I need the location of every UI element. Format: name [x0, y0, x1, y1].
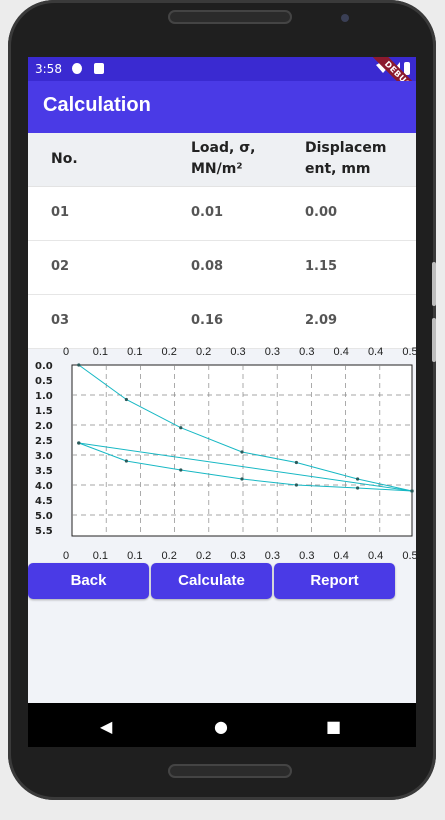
y-tick-label: 3.5: [35, 466, 53, 477]
cell-load: 0.08: [191, 259, 224, 274]
header-load: Load, σ, MN/m²: [191, 140, 256, 177]
y-tick-label: 4.5: [35, 496, 53, 507]
y-tick-label: 2.5: [35, 436, 53, 447]
cell-no: 01: [51, 205, 70, 220]
x-tick-label-top: 0: [63, 346, 69, 358]
data-point: [240, 477, 244, 481]
report-button[interactable]: Report: [274, 563, 395, 599]
system-nav-bar: ◀ ● ■: [28, 703, 416, 747]
status-bar: 3:58 DEBUG: [28, 57, 416, 107]
data-point: [124, 459, 128, 463]
top-speaker: [168, 10, 292, 24]
x-tick-label-bottom: 0.3: [230, 550, 245, 562]
x-tick-label-top: 0.3: [299, 346, 314, 358]
table-header: No. Load, σ, MN/m² Displacem ent, mm: [28, 133, 416, 187]
x-tick-label-bottom: 0.2: [196, 550, 211, 562]
header-displacement: Displacem ent, mm: [305, 140, 387, 177]
battery-icon: [404, 62, 410, 75]
chart-svg: 0 0 0.1 0.1 0.1 0.1 0.2 0.2 0.2 0.2 0.3 0.3 0.3 0.3 0.…: [35, 346, 416, 562]
nav-back-icon[interactable]: ◀: [100, 717, 113, 736]
page-title: Calculation: [43, 94, 151, 116]
cell-no: 03: [51, 313, 70, 328]
app-notification-icon: [72, 63, 82, 74]
app-screen: 3:58 DEBUG Calculation No. Load, σ, MN/m…: [28, 57, 416, 747]
x-tick-label-bottom: 0.4: [368, 550, 383, 562]
x-tick-label-bottom: 0.1: [93, 550, 108, 562]
x-tick-label-top: 0.5: [402, 346, 416, 358]
action-buttons: Back Calculate Report: [28, 563, 416, 601]
cell-displacement: 0.00: [305, 205, 338, 220]
y-tick-label: 0.5: [35, 376, 53, 387]
x-tick-label-bottom: 0.5: [402, 550, 416, 562]
cell-load: 0.01: [191, 205, 224, 220]
table-row: 01 0.01 0.00: [28, 187, 416, 241]
status-time: 3:58: [35, 62, 62, 76]
nav-home-icon[interactable]: ●: [214, 717, 228, 736]
power-button: [432, 318, 436, 362]
cell-displacement: 1.15: [305, 259, 338, 274]
x-tick-label-top: 0.2: [162, 346, 177, 358]
sd-card-icon: [94, 63, 104, 74]
cell-displacement: 2.09: [305, 313, 338, 328]
nav-recents-icon[interactable]: ■: [326, 717, 342, 736]
table-row: 02 0.08 1.15: [28, 241, 416, 295]
y-tick-label: 5.0: [35, 511, 53, 522]
y-tick-label: 0.0: [35, 361, 53, 372]
data-point: [77, 363, 81, 367]
data-table: No. Load, σ, MN/m² Displacem ent, mm 01 …: [28, 133, 416, 349]
x-tick-label-bottom: 0.4: [334, 550, 349, 562]
data-point: [294, 460, 298, 465]
cell-no: 02: [51, 259, 70, 274]
data-point: [294, 483, 298, 487]
load-displacement-chart: 0 0 0.1 0.1 0.1 0.1 0.2 0.2 0.2 0.2 0.3 0.3 0.3 0.3 0.…: [28, 339, 416, 565]
x-tick-label-top: 0.1: [93, 346, 108, 358]
x-tick-label-top: 0.4: [368, 346, 383, 358]
x-tick-label-top: 0.4: [334, 346, 349, 358]
data-point: [179, 426, 183, 430]
data-point: [77, 441, 81, 445]
x-tick-label-bottom: 0.2: [162, 550, 177, 562]
y-tick-label: 2.0: [35, 421, 53, 432]
x-tick-label-bottom: 0.1: [127, 550, 142, 562]
data-point: [356, 486, 360, 490]
cell-load: 0.16: [191, 313, 224, 328]
front-camera: [341, 14, 349, 22]
x-tick-label-bottom: 0.3: [265, 550, 280, 562]
series-line: [78, 442, 413, 492]
x-tick-label-bottom: 0: [63, 550, 69, 562]
y-tick-label: 3.0: [35, 451, 53, 462]
header-no: No.: [51, 151, 78, 167]
volume-button: [432, 262, 436, 306]
app-bar: Calculation: [28, 81, 416, 133]
y-tick-label: 1.5: [35, 406, 53, 417]
x-tick-label-bottom: 0.3: [299, 550, 314, 562]
data-point: [124, 397, 128, 402]
data-point: [240, 450, 244, 454]
y-tick-label: 5.5: [35, 526, 53, 537]
data-point: [179, 468, 183, 472]
calculate-button[interactable]: Calculate: [151, 563, 272, 599]
x-tick-label-top: 0.1: [127, 346, 142, 358]
x-tick-label-top: 0.2: [196, 346, 211, 358]
data-point: [410, 489, 414, 493]
back-button[interactable]: Back: [28, 563, 149, 599]
y-tick-label: 4.0: [35, 481, 53, 492]
y-tick-label: 1.0: [35, 391, 53, 402]
data-point: [356, 477, 360, 481]
x-tick-label-top: 0.3: [230, 346, 245, 358]
x-tick-label-top: 0.3: [265, 346, 280, 358]
bottom-speaker: [168, 764, 292, 778]
table-row: 03 0.16 2.09: [28, 295, 416, 349]
